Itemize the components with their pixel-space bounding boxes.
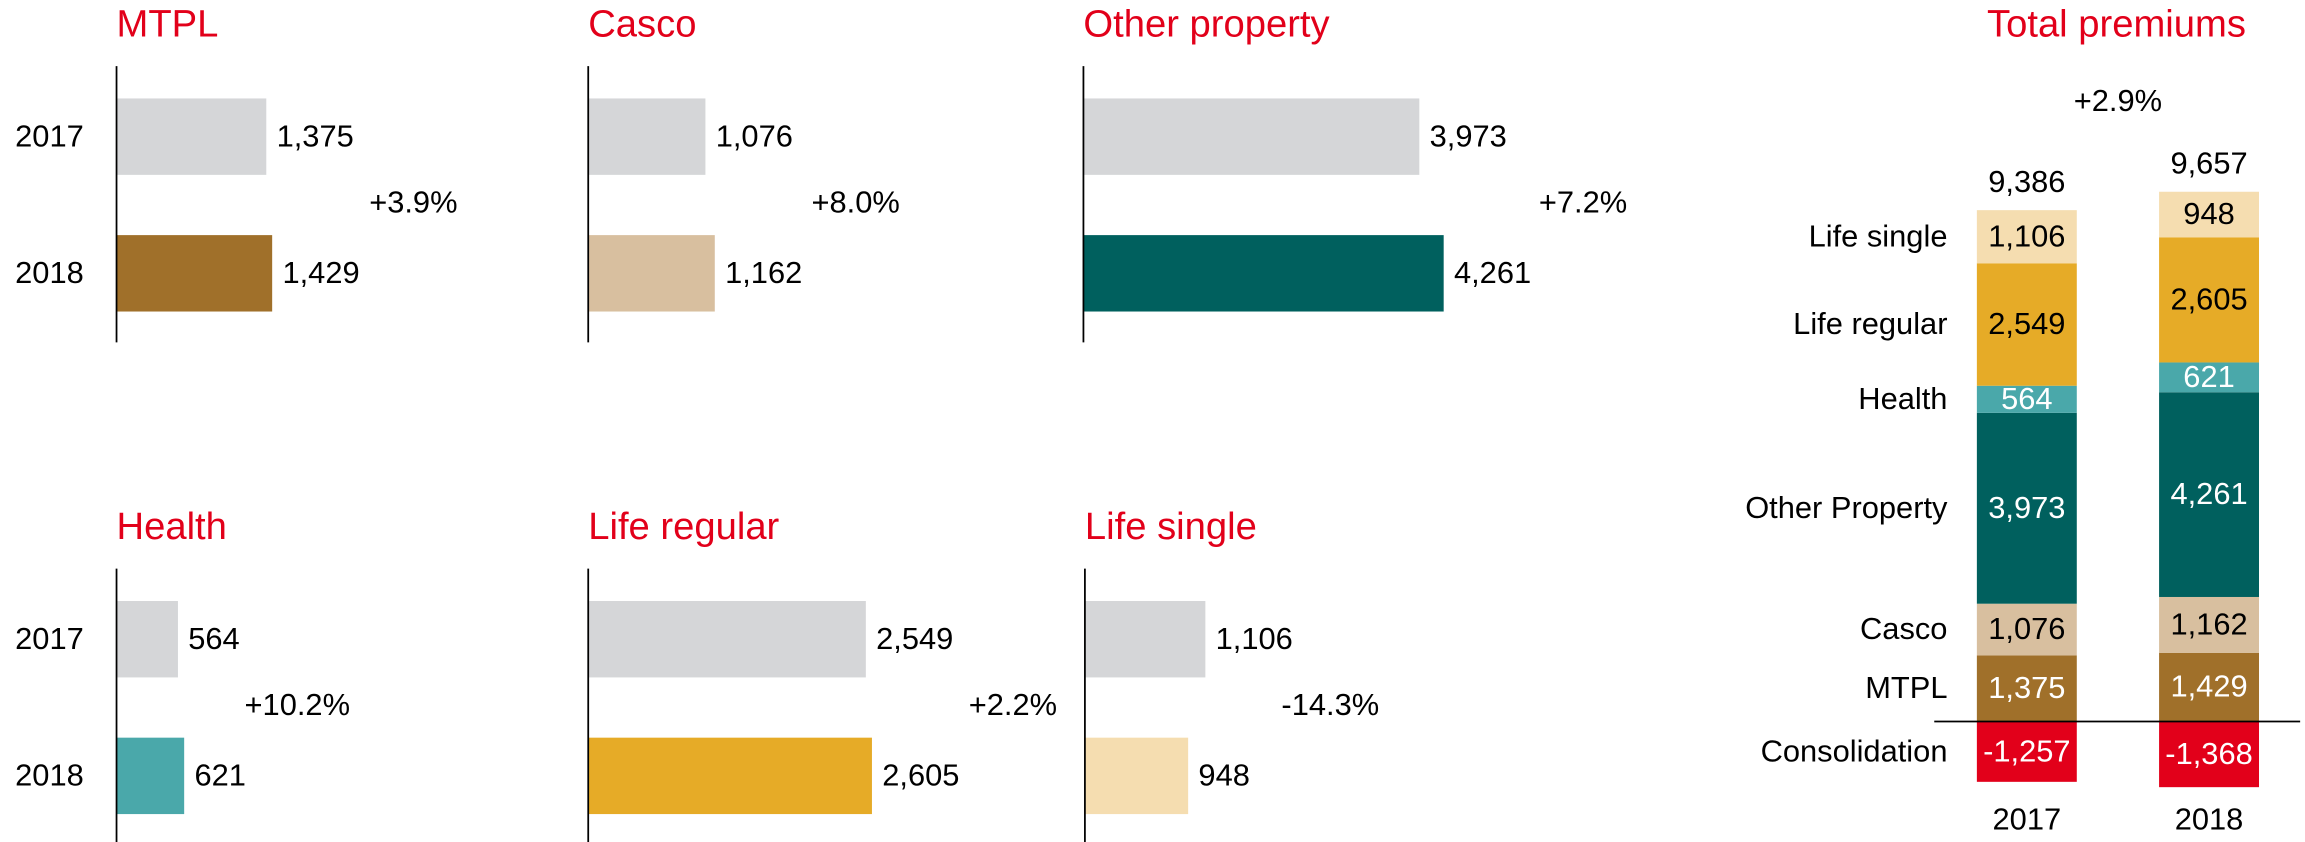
panel-title: Life regular — [588, 505, 779, 548]
panel-title: Life single — [1085, 505, 1257, 548]
segment-label: 2,605 — [2170, 281, 2247, 316]
bar-segment — [1976, 210, 2077, 264]
value-label: 4,261 — [1454, 255, 1531, 290]
bar-segment — [2159, 392, 2260, 597]
bar-segment — [2159, 652, 2260, 722]
bar-segment — [1976, 603, 2077, 656]
value-label: 2,605 — [882, 758, 959, 793]
value-label: 621 — [194, 758, 245, 793]
change-label: +10.2% — [245, 687, 350, 722]
bar — [588, 737, 872, 815]
bar-segment — [2159, 237, 2260, 363]
value-label: 1,429 — [282, 255, 359, 290]
segment-label: -1,257 — [1983, 733, 2070, 768]
segment-label: -1,368 — [2165, 736, 2252, 771]
segment-label: 3,973 — [1988, 490, 2065, 525]
panel-title: Total premiums — [1987, 3, 2246, 46]
legend-label: Life single — [1809, 218, 1948, 253]
legend-label: MTPL — [1865, 670, 1947, 705]
value-label: 1,162 — [725, 255, 802, 290]
segment-label: 2,549 — [1988, 306, 2065, 341]
segment-label: 1,076 — [1988, 611, 2065, 646]
bar-segment — [1976, 721, 2077, 782]
value-label: 948 — [1198, 758, 1249, 793]
panel-title: Other property — [1083, 3, 1330, 46]
bar — [588, 235, 715, 312]
panel-title: Health — [117, 505, 227, 548]
legend-label: Life regular — [1793, 306, 1947, 341]
total-label: 9,386 — [1988, 164, 2065, 199]
segment-label: 4,261 — [2170, 476, 2247, 511]
legend-label: Other Property — [1745, 490, 1948, 525]
bar — [1084, 737, 1189, 815]
x-tick-label: 2018 — [2175, 802, 2244, 837]
change-label: +8.0% — [812, 184, 900, 219]
bar — [588, 98, 706, 175]
value-label: 564 — [188, 621, 239, 656]
total-label: 9,657 — [2170, 145, 2247, 180]
value-label: 3,973 — [1430, 118, 1507, 153]
bar-segment — [2159, 191, 2260, 238]
bar-segment — [1976, 263, 2077, 386]
category-label: 2017 — [15, 621, 84, 656]
change-label: +2.2% — [969, 687, 1057, 722]
bar — [1083, 235, 1444, 312]
value-label: 1,106 — [1216, 621, 1293, 656]
bar-segment — [2159, 596, 2260, 653]
category-label: 2018 — [15, 758, 84, 793]
value-label: 2,549 — [876, 621, 953, 656]
bar — [588, 601, 866, 678]
segment-label: 1,429 — [2170, 669, 2247, 704]
bar — [116, 235, 273, 312]
bar — [116, 737, 185, 815]
bar-segment — [2159, 362, 2260, 393]
change-label: +2.9% — [2074, 83, 2162, 118]
bar — [1083, 98, 1420, 175]
change-label: +3.9% — [369, 184, 457, 219]
change-label: -14.3% — [1281, 687, 1379, 722]
bar-segment — [1976, 412, 2077, 604]
legend-label: Consolidation — [1761, 733, 1948, 768]
segment-label: 564 — [2001, 381, 2052, 416]
segment-label: 621 — [2183, 359, 2234, 394]
legend-label: Casco — [1860, 611, 1947, 646]
bar — [116, 98, 267, 175]
category-label: 2018 — [15, 255, 84, 290]
legend-label: Health — [1858, 381, 1947, 416]
bar-segment — [2159, 721, 2260, 788]
value-label: 1,375 — [277, 118, 354, 153]
x-tick-label: 2017 — [1993, 802, 2062, 837]
bar — [116, 601, 178, 678]
segment-label: 1,162 — [2170, 607, 2247, 642]
segment-label: 948 — [2183, 196, 2234, 231]
change-label: +7.2% — [1539, 184, 1627, 219]
bar — [1084, 601, 1206, 678]
panel-title: MTPL — [117, 3, 219, 46]
segment-label: 1,106 — [1988, 218, 2065, 253]
panel-title: Casco — [588, 3, 696, 46]
category-label: 2017 — [15, 118, 84, 153]
bar-segment — [1976, 655, 2077, 722]
bar-segment — [1976, 385, 2077, 413]
segment-label: 1,375 — [1988, 670, 2065, 705]
value-label: 1,076 — [716, 118, 793, 153]
